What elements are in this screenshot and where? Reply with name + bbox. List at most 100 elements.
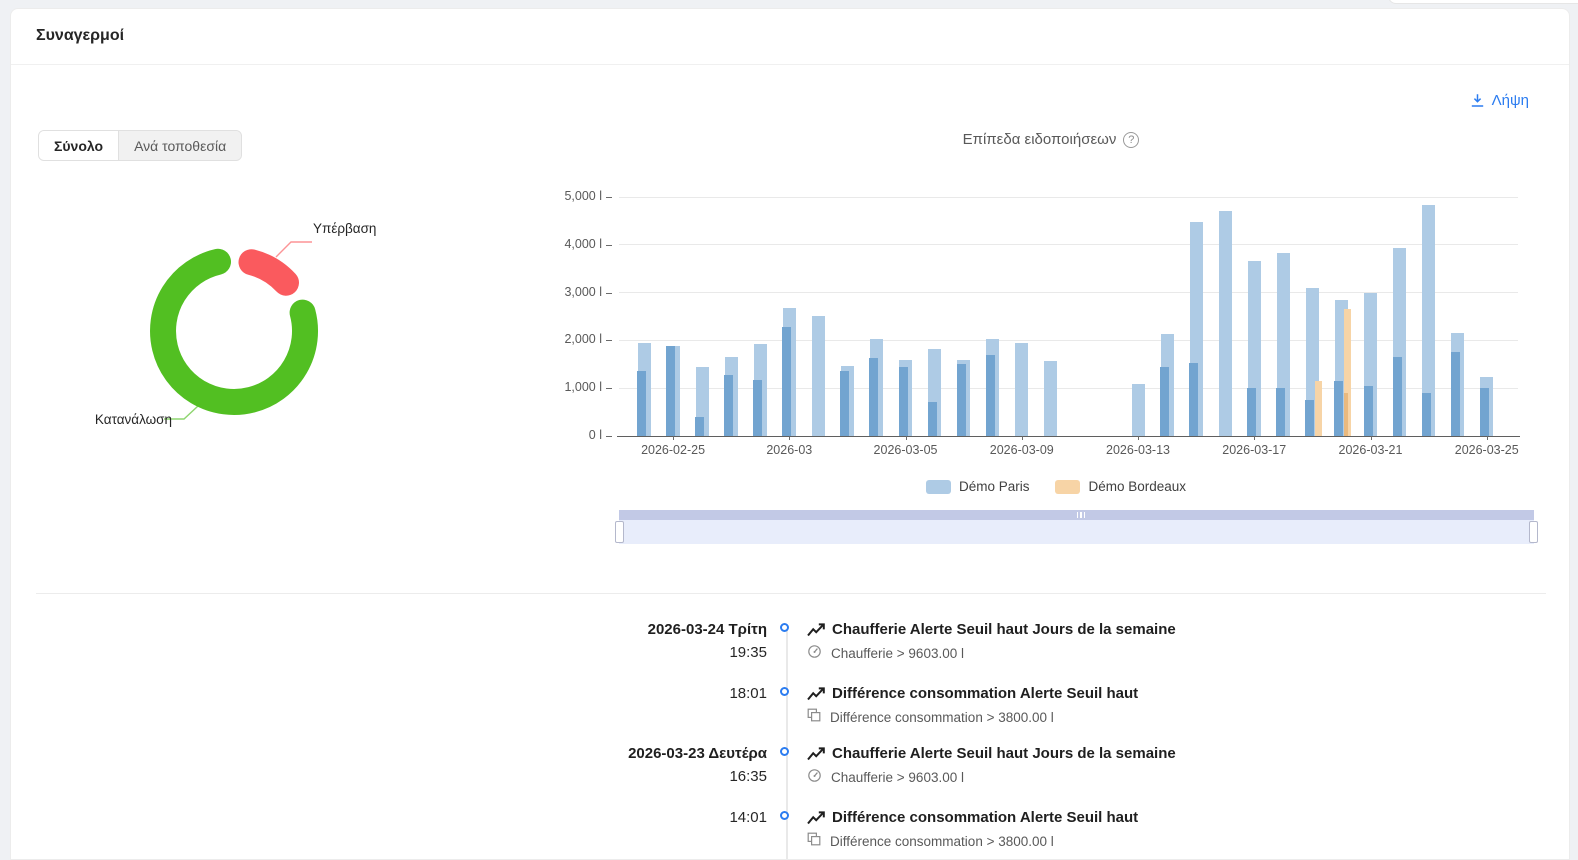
bar-paris-overlay bbox=[1247, 388, 1257, 436]
timeline-node-icon bbox=[780, 687, 789, 696]
tab-total[interactable]: Σύνολο bbox=[39, 131, 120, 160]
bar-paris-overlay bbox=[695, 417, 705, 436]
x-axis-label: 2026-03 bbox=[766, 443, 813, 457]
bar-paris-overlay bbox=[1160, 367, 1170, 436]
alert-detail: Chaufferie > 9603.00 l bbox=[831, 646, 964, 661]
bar-paris-overlay bbox=[985, 354, 995, 436]
donut-label-overflow: Υπέρβαση bbox=[313, 221, 377, 236]
bar-paris bbox=[1044, 361, 1058, 436]
timeline-time: 19:35 bbox=[729, 644, 767, 661]
alert-title: Différence consommation Alerte Seuil hau… bbox=[832, 809, 1139, 826]
bar-paris bbox=[1422, 204, 1436, 436]
bar-paris-overlay bbox=[1479, 388, 1489, 436]
datazoom-handle-right[interactable] bbox=[1529, 521, 1538, 543]
x-axis-line bbox=[617, 436, 1520, 437]
trend-up-icon bbox=[807, 811, 825, 825]
download-button[interactable]: Λήψη bbox=[1470, 92, 1529, 109]
donut-leader-consumption bbox=[164, 405, 199, 420]
timeline-entry-content: Chaufferie Alerte Seuil haut Jours de la… bbox=[807, 745, 1547, 788]
bar-paris bbox=[1015, 343, 1029, 436]
chart-legend: Démo Paris Démo Bordeaux bbox=[596, 479, 1516, 494]
timeline-connector-line bbox=[786, 630, 788, 859]
bar-paris-overlay bbox=[1189, 363, 1199, 436]
timeline-datetime: 18:01 bbox=[36, 685, 767, 703]
bar-paris-overlay bbox=[782, 327, 792, 436]
download-icon bbox=[1471, 94, 1483, 107]
gauge-icon bbox=[807, 768, 822, 788]
bar-chart-title: Επίπεδα ειδοποιήσεων bbox=[962, 131, 1117, 148]
y-axis-label: 5,000 l bbox=[564, 189, 602, 203]
y-axis-label: 1,000 l bbox=[564, 380, 602, 395]
datazoom-strip[interactable] bbox=[619, 510, 1534, 520]
timeline-node-icon bbox=[780, 747, 789, 756]
timeline-node-icon bbox=[780, 811, 789, 820]
card-header: Συναγερμοί bbox=[11, 9, 1569, 65]
bar-paris-overlay bbox=[724, 375, 734, 436]
x-axis-label: 2026-03-25 bbox=[1454, 443, 1519, 457]
timeline-entry-content: Chaufferie Alerte Seuil haut Jours de la… bbox=[807, 621, 1547, 664]
copy-icon bbox=[807, 832, 821, 851]
timeline-datetime: 2026-03-23 Δευτέρα 16:35 bbox=[36, 745, 767, 786]
bar-paris-overlay bbox=[1392, 357, 1402, 436]
legend-swatch-bordeaux bbox=[1055, 479, 1081, 494]
donut-label-consumption: Κατανάλωση bbox=[94, 412, 172, 427]
x-axis-label: 2026-03-05 bbox=[873, 443, 938, 457]
legend-item-bordeaux[interactable]: Démo Bordeaux bbox=[1055, 479, 1186, 494]
section-divider bbox=[36, 593, 1546, 594]
bar-paris-overlay bbox=[1450, 352, 1460, 436]
datazoom-window[interactable] bbox=[619, 520, 1534, 544]
bar-bordeaux bbox=[1344, 308, 1352, 436]
timeline-time: 16:35 bbox=[729, 768, 767, 785]
alert-title: Différence consommation Alerte Seuil hau… bbox=[832, 685, 1139, 702]
timeline-node-icon bbox=[780, 623, 789, 632]
legend-item-paris[interactable]: Démo Paris bbox=[925, 479, 1030, 494]
partial-card-above bbox=[1388, 0, 1578, 4]
bar-paris bbox=[811, 315, 825, 436]
x-axis-label: 2026-03-09 bbox=[989, 443, 1054, 457]
x-axis-label: 2026-03-13 bbox=[1106, 443, 1170, 457]
download-label: Λήψη bbox=[1491, 92, 1529, 109]
timeline-datetime: 2026-03-24 Τρίτη 19:35 bbox=[36, 621, 767, 662]
datazoom-handle-left[interactable] bbox=[615, 521, 624, 543]
alert-detail: Chaufferie > 9603.00 l bbox=[831, 770, 964, 785]
bar-paris bbox=[1218, 211, 1232, 436]
donut-segment-consumption bbox=[150, 248, 318, 415]
y-axis-label: 0 l bbox=[588, 428, 602, 442]
timeline-entry-content: Différence consommation Alerte Seuil hau… bbox=[807, 809, 1547, 851]
x-axis-label: 2026-02-25 bbox=[641, 443, 706, 457]
bar-paris-overlay bbox=[1305, 399, 1315, 436]
bar-chart-header: Επίπεδα ειδοποιήσεων ? bbox=[891, 131, 1211, 148]
timeline-time: 14:01 bbox=[729, 809, 767, 826]
bar-paris-overlay bbox=[753, 379, 763, 436]
bar-chart-plot[interactable]: 0 l 1,000 l 2,000 l 3,000 l 4,000 l 5,000 l 20… bbox=[564, 189, 1520, 457]
legend-label-paris: Démo Paris bbox=[958, 479, 1030, 494]
tab-per-location[interactable]: Ανά τοποθεσία bbox=[119, 131, 242, 160]
datazoom-grip-handle[interactable] bbox=[1076, 512, 1085, 518]
help-icon[interactable]: ? bbox=[1123, 131, 1140, 148]
timeline-date: 2026-03-23 Δευτέρα bbox=[628, 745, 767, 762]
alert-detail: Différence consommation > 3800.00 l bbox=[830, 833, 1054, 849]
y-axis-label: 2,000 l bbox=[564, 332, 602, 347]
timeline-entry-content: Différence consommation Alerte Seuil hau… bbox=[807, 685, 1547, 727]
bar-bordeaux bbox=[1315, 380, 1323, 436]
bar-paris-overlay bbox=[840, 370, 850, 436]
y-axis-label: 3,000 l bbox=[564, 284, 602, 299]
bar-paris-overlay bbox=[1421, 392, 1431, 436]
timeline-time: 18:01 bbox=[729, 685, 767, 702]
timeline-date: 2026-03-24 Τρίτη bbox=[647, 621, 767, 638]
donut-leader-overflow bbox=[275, 241, 312, 258]
legend-label-bordeaux: Démo Bordeaux bbox=[1088, 479, 1187, 494]
bar-paris-overlay bbox=[1363, 385, 1373, 436]
datazoom-slider[interactable] bbox=[615, 510, 1538, 544]
copy-icon bbox=[807, 708, 821, 727]
alarms-card: Συναγερμοί Λήψη Σύνολο Ανά τοποθεσία Επί… bbox=[10, 8, 1570, 860]
trend-up-icon bbox=[807, 747, 825, 761]
bar-paris-overlay bbox=[869, 357, 879, 436]
donut-chart bbox=[150, 241, 318, 420]
bar-bordeaux-overlay bbox=[1344, 393, 1349, 436]
page-title: Συναγερμοί bbox=[36, 27, 125, 44]
x-axis-label: 2026-03-17 bbox=[1222, 443, 1287, 457]
bar-paris-overlay bbox=[666, 346, 676, 436]
bar-paris-overlay bbox=[637, 370, 646, 436]
scope-tabs: Σύνολο Ανά τοποθεσία bbox=[38, 130, 243, 161]
